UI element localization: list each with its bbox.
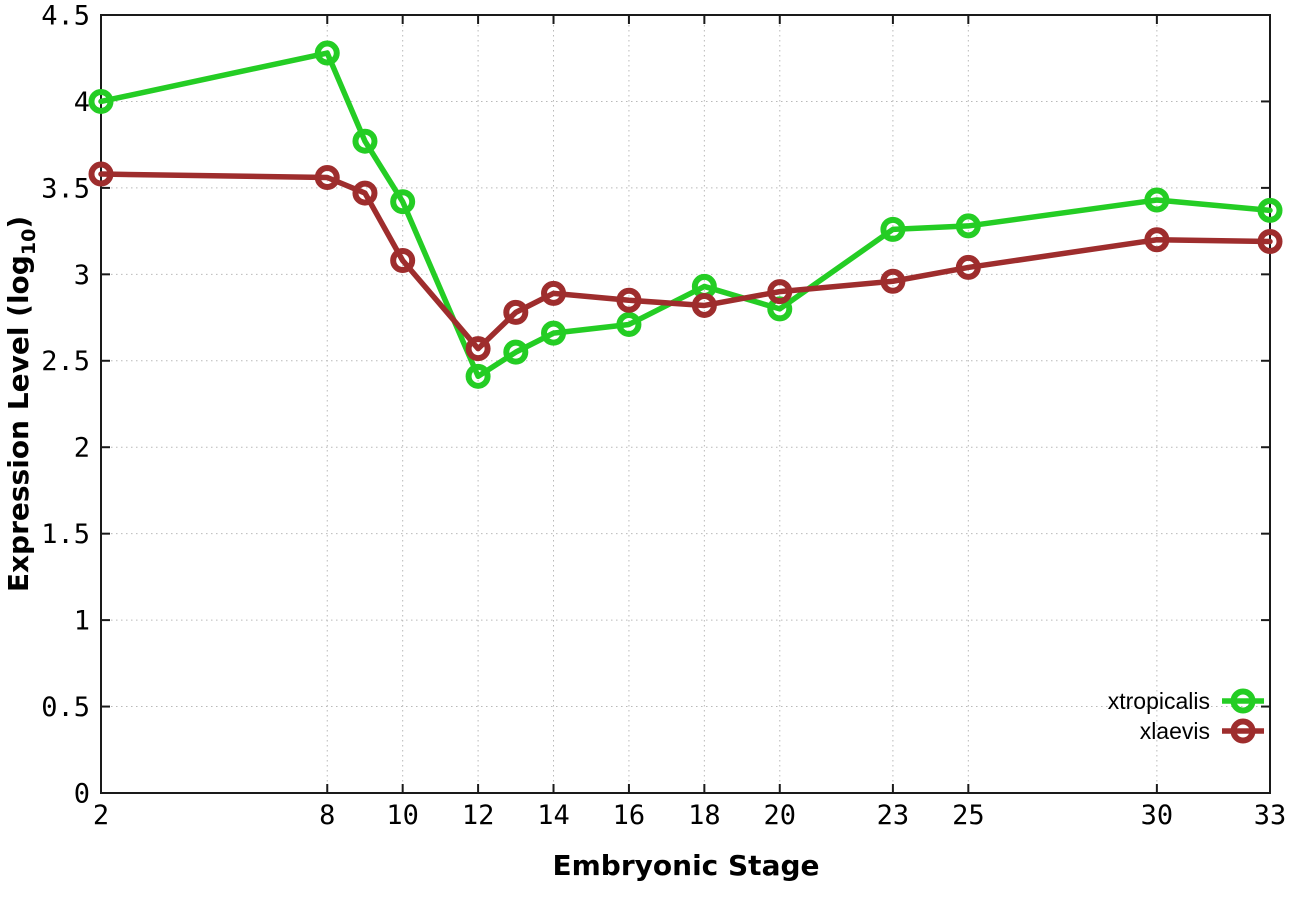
legend-label-xtropicalis: xtropicalis	[1108, 688, 1210, 714]
data-point-xtropicalis	[541, 320, 567, 346]
legend-marker-xlaevis	[1230, 718, 1256, 744]
x-tick-label: 14	[537, 800, 570, 831]
y-tick-label: 1	[74, 606, 90, 637]
data-point-xlaevis	[1144, 227, 1170, 253]
x-tick-label: 2	[93, 800, 109, 831]
y-tick-label: 0	[74, 778, 90, 809]
x-tick-label: 23	[877, 800, 910, 831]
data-point-xlaevis	[880, 268, 906, 294]
y-tick-label: 1.5	[41, 519, 90, 550]
data-point-xlaevis	[1257, 228, 1283, 254]
y-tick-label: 3	[74, 260, 90, 291]
data-point-xtropicalis	[465, 363, 491, 389]
x-tick-label: 12	[462, 800, 495, 831]
x-tick-label: 33	[1254, 800, 1287, 831]
y-tick-label: 0.5	[41, 692, 90, 723]
y-tick-label: 4	[74, 87, 90, 118]
y-tick-label: 2.5	[41, 346, 90, 377]
plot-border	[100, 14, 1271, 794]
y-axis-title-text: Expression Level (log	[2, 255, 36, 593]
x-tick-label: 30	[1141, 800, 1174, 831]
data-point-xtropicalis	[314, 40, 340, 66]
x-tick-label: 10	[386, 800, 419, 831]
data-point-xlaevis	[88, 161, 114, 187]
x-tick-label: 16	[613, 800, 646, 831]
x-tick-label: 20	[764, 800, 797, 831]
x-tick-label: 8	[319, 800, 335, 831]
y-axis-title-subscript: 10	[17, 228, 40, 256]
data-point-xtropicalis	[503, 339, 529, 365]
x-tick-label: 18	[688, 800, 721, 831]
data-point-xlaevis	[352, 180, 378, 206]
x-tick-label: 25	[952, 800, 985, 831]
data-point-xlaevis	[465, 336, 491, 362]
series-line-xlaevis	[98, 171, 1273, 352]
data-point-xtropicalis	[955, 213, 981, 239]
data-point-xlaevis	[767, 279, 793, 305]
legend-label-xlaevis: xlaevis	[1140, 718, 1210, 744]
data-point-xlaevis	[955, 254, 981, 280]
data-point-xlaevis	[616, 287, 642, 313]
data-point-xtropicalis	[1257, 197, 1283, 223]
data-point-xlaevis	[390, 248, 416, 274]
x-axis-title: Embryonic Stage	[552, 849, 820, 882]
y-axis-title-close: )	[2, 215, 36, 229]
data-point-xtropicalis	[352, 128, 378, 154]
data-point-xlaevis	[691, 292, 717, 318]
data-point-xlaevis	[541, 280, 567, 306]
data-point-xtropicalis	[616, 311, 642, 337]
y-axis-title: Expression Level (log10)	[2, 216, 40, 592]
y-tick-label: 4.5	[41, 0, 90, 31]
data-point-xtropicalis	[88, 88, 114, 114]
y-tick-label: 3.5	[41, 173, 90, 204]
data-point-xtropicalis	[390, 189, 416, 215]
data-point-xtropicalis	[1144, 187, 1170, 213]
data-point-xlaevis	[314, 165, 340, 191]
data-point-xlaevis	[503, 299, 529, 325]
legend-marker-xtropicalis	[1230, 688, 1256, 714]
y-tick-label: 2	[74, 433, 90, 464]
data-point-xtropicalis	[880, 216, 906, 242]
